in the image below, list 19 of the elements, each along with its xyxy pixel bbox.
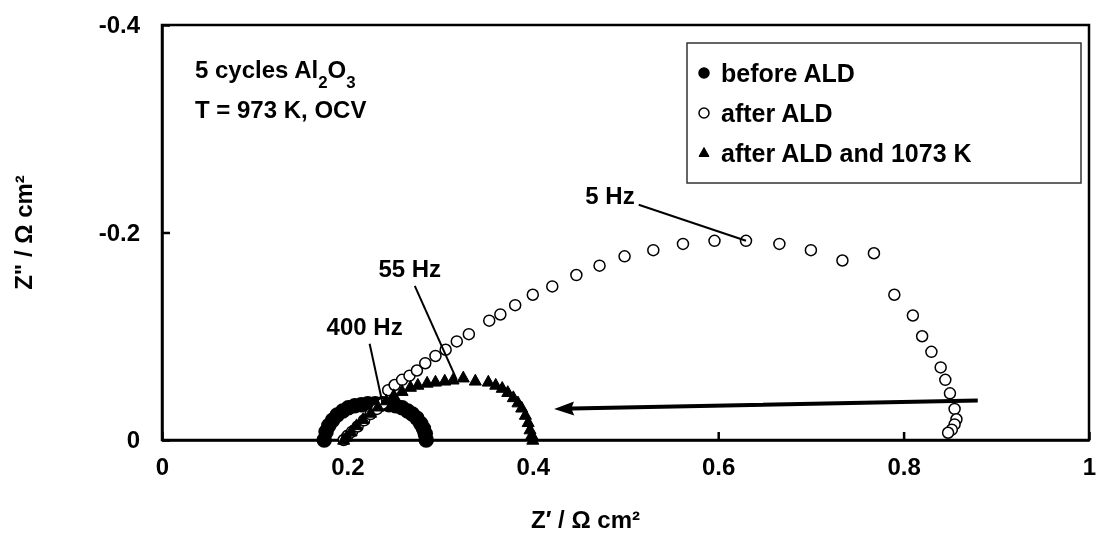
legend-label: before ALD	[721, 59, 855, 87]
annotation: 400 Hz	[326, 312, 403, 340]
annotation: T = 973 K, OCV	[195, 96, 367, 123]
x-tick-label: 0	[155, 453, 170, 481]
annotation: 55 Hz	[378, 254, 442, 282]
x-tick-label: 0.4	[516, 453, 551, 481]
x-tick-label: 1	[1082, 453, 1097, 481]
legend-label: after ALD and 1073 K	[721, 139, 972, 167]
y-tick-label: -0.2	[98, 218, 140, 246]
y-tick-label: 0	[126, 426, 140, 454]
legend-label: after ALD	[721, 99, 833, 127]
x-tick-label: 0.2	[331, 453, 365, 481]
y-tick-label: -0.4	[98, 11, 141, 39]
x-tick-label: 0.8	[887, 453, 921, 481]
x-tick-label: 0.6	[702, 453, 736, 481]
annotation: 5 cycles Al$_{2}$O$_{3}$	[195, 56, 356, 92]
x-axis-title: Z′ / Ω cm²	[530, 506, 641, 533]
annotation: 5 Hz	[585, 181, 635, 209]
y-axis-title: Z" / Ω cm²	[10, 175, 37, 290]
